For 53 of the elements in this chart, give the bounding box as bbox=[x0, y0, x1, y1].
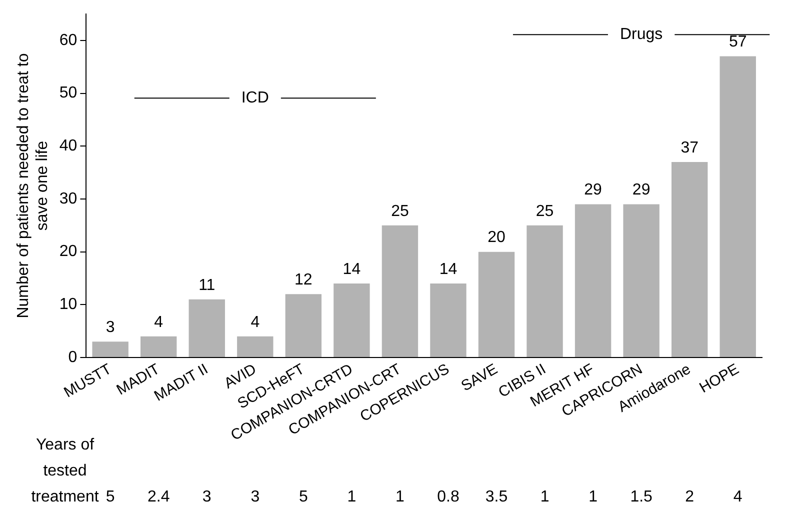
bar bbox=[430, 284, 466, 358]
y-tick-label: 40 bbox=[59, 138, 78, 155]
y-tick-label: 30 bbox=[59, 190, 78, 208]
text: Years of tested treatment bbox=[31, 436, 100, 506]
bar bbox=[623, 204, 660, 358]
bar bbox=[526, 225, 563, 358]
bar bbox=[285, 294, 322, 358]
y-tick-label: 50 bbox=[59, 84, 78, 102]
text: 5 bbox=[298, 488, 308, 506]
data-label: 25 bbox=[536, 202, 554, 220]
annotation: Drugs bbox=[620, 26, 663, 44]
annotation: ICD bbox=[241, 90, 269, 107]
bar bbox=[92, 342, 128, 358]
text: 2.4 bbox=[147, 488, 170, 506]
data-label: 37 bbox=[680, 139, 699, 156]
y-axis-title: Number of patients needed to treat to save one life bbox=[15, 53, 52, 318]
text: 1 bbox=[540, 488, 550, 506]
data-label: 12 bbox=[294, 272, 312, 289]
text: 3 bbox=[250, 488, 260, 506]
text: 3 bbox=[202, 488, 212, 506]
bar bbox=[140, 336, 177, 358]
text: 2 bbox=[685, 488, 694, 506]
data-label: 4 bbox=[154, 314, 164, 331]
bar bbox=[334, 284, 370, 358]
bar bbox=[720, 56, 756, 358]
text: 1 bbox=[347, 488, 356, 506]
text: 4 bbox=[733, 488, 742, 506]
text: 1.5 bbox=[630, 488, 653, 506]
data-label: 14 bbox=[439, 260, 458, 278]
text: 0.8 bbox=[437, 488, 460, 506]
bar bbox=[382, 225, 418, 358]
data-label: 14 bbox=[342, 260, 361, 278]
bar bbox=[574, 204, 612, 358]
data-label: 20 bbox=[488, 229, 506, 246]
data-label: 11 bbox=[198, 276, 216, 294]
data-label: 3 bbox=[106, 319, 115, 336]
data-label: 29 bbox=[584, 182, 602, 199]
text: 1 bbox=[396, 488, 405, 506]
data-label: 29 bbox=[632, 182, 650, 199]
text: 5 bbox=[106, 488, 115, 506]
y-tick-label: 0 bbox=[68, 348, 78, 366]
y-tick-label: 60 bbox=[59, 32, 78, 49]
y-tick-label: 20 bbox=[59, 243, 78, 260]
bar bbox=[478, 252, 515, 358]
data-label: 25 bbox=[391, 202, 409, 220]
text: 3.5 bbox=[485, 488, 508, 506]
y-tick-label: 10 bbox=[59, 296, 78, 314]
bar bbox=[188, 299, 225, 358]
text: 1 bbox=[588, 488, 598, 506]
bar bbox=[237, 336, 274, 358]
data-label: 57 bbox=[728, 34, 747, 51]
bar bbox=[671, 162, 708, 358]
data-label: 4 bbox=[250, 314, 260, 331]
